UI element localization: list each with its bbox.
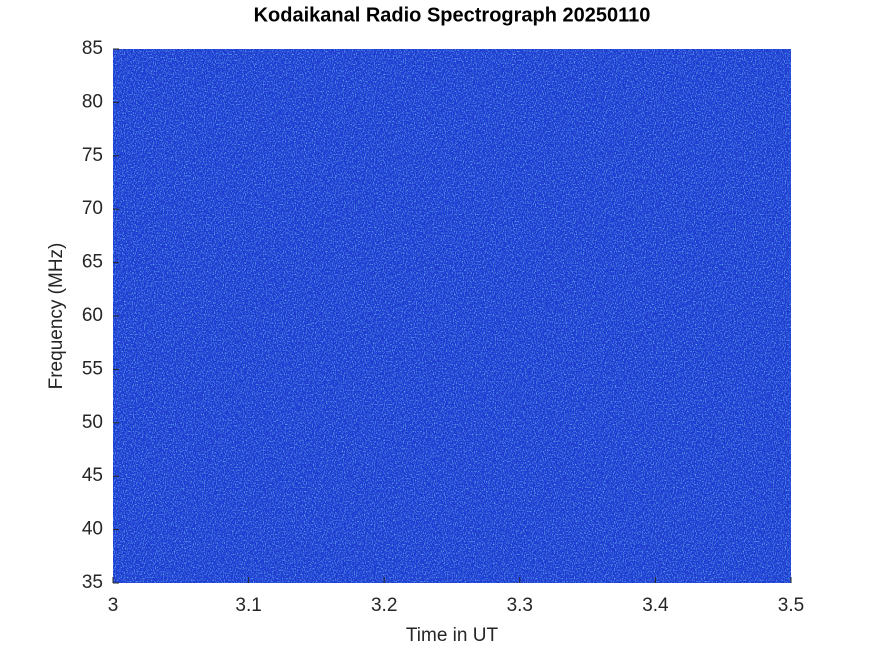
y-tick-label: 55 (82, 358, 103, 379)
x-tick-label: 3.3 (507, 595, 533, 616)
x-tick-label: 3.2 (371, 595, 397, 616)
chart-title: Kodaikanal Radio Spectrograph 20250110 (254, 4, 651, 26)
y-tick-label: 65 (82, 252, 103, 273)
x-tick-label: 3 (108, 595, 119, 616)
y-tick-label: 40 (82, 519, 103, 540)
y-tick-label: 85 (82, 38, 103, 59)
x-tick-label: 3.5 (778, 595, 804, 616)
y-tick-label: 70 (82, 198, 103, 219)
y-tick-label: 60 (82, 305, 103, 326)
x-axis-label: Time in UT (406, 625, 499, 646)
x-tick-label: 3.1 (235, 595, 261, 616)
y-axis-label: Frequency (MHz) (46, 243, 67, 390)
y-tick-label: 80 (82, 91, 103, 112)
x-tick-label: 3.4 (642, 595, 669, 616)
spectrogram-image (113, 49, 791, 583)
noise-bright (113, 49, 791, 583)
y-tick-label: 50 (82, 412, 103, 433)
y-tick-label: 45 (82, 465, 103, 486)
y-tick-label: 35 (82, 572, 103, 593)
y-tick-label: 75 (82, 145, 103, 166)
